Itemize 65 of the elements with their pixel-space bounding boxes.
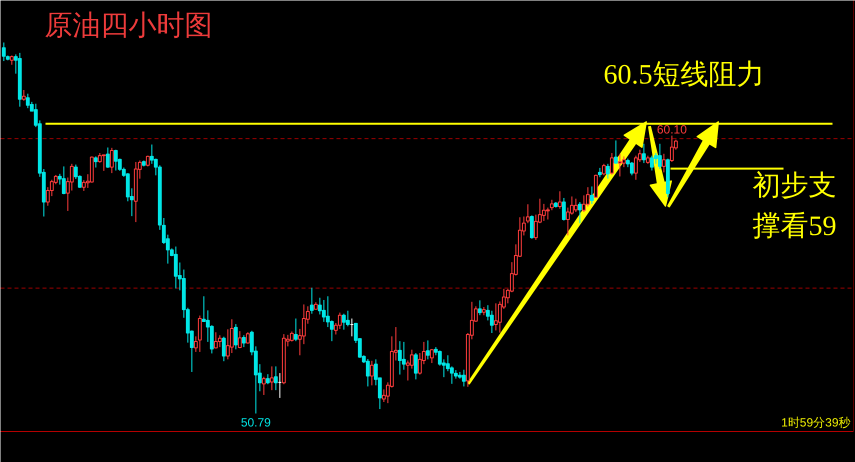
candlestick <box>478 300 482 316</box>
candlestick <box>238 330 242 349</box>
candlestick <box>222 336 226 362</box>
candlestick <box>346 310 350 327</box>
candlestick <box>610 152 614 176</box>
candlestick <box>2 42 6 62</box>
candlestick <box>370 360 374 386</box>
candlestick <box>234 324 238 350</box>
candlestick <box>310 287 314 314</box>
candlestick <box>578 202 582 224</box>
candlestick <box>598 167 602 178</box>
candlestick <box>26 93 30 109</box>
candlestick <box>618 153 622 177</box>
candlestick <box>10 54 14 66</box>
candlestick <box>290 331 294 342</box>
chart-title: 原油四小时图 <box>44 10 212 42</box>
candlestick <box>670 135 674 162</box>
candlestick <box>590 186 594 204</box>
candlestick <box>494 302 498 331</box>
annotation: 60.10 <box>656 122 688 137</box>
ref-line-label: 60.5短线阻力 <box>604 60 764 90</box>
candlestick <box>658 143 662 170</box>
candlestick <box>606 163 610 180</box>
candlestick <box>214 332 218 350</box>
candlestick <box>62 166 66 195</box>
candlestick <box>366 358 370 387</box>
candlestick <box>662 153 666 173</box>
candlestick <box>274 366 278 391</box>
candlestick <box>594 174 598 198</box>
candlestick <box>426 340 430 360</box>
candlestick <box>398 340 402 376</box>
candlestick <box>174 246 178 289</box>
candlestick <box>342 313 346 330</box>
candlestick <box>294 318 298 342</box>
candlestick <box>218 334 222 348</box>
candlestick <box>530 214 534 240</box>
candlestick <box>402 341 406 370</box>
candlestick <box>546 207 550 220</box>
candlestick <box>642 143 646 164</box>
candlestick <box>630 161 634 176</box>
candlestick <box>246 332 250 344</box>
candlestick <box>146 155 150 167</box>
candlestick <box>242 334 246 348</box>
candlestick <box>650 155 654 171</box>
candlestick <box>198 315 202 352</box>
candlestick <box>102 154 106 172</box>
text: 1时59分39秒 <box>781 416 851 430</box>
ref-line-label: 初步支撑看59 <box>752 170 836 242</box>
candlestick <box>614 140 618 164</box>
candlestick <box>558 190 562 210</box>
candlestick <box>114 149 118 171</box>
candlestick <box>602 163 606 176</box>
annotation: 50.79 <box>240 416 272 430</box>
candlestick <box>574 198 578 213</box>
candlestick <box>462 369 466 387</box>
candlestick <box>22 89 26 102</box>
candlestick <box>270 366 274 391</box>
candlestick <box>562 197 566 222</box>
candlestick <box>414 352 418 380</box>
candlestick <box>110 147 114 174</box>
candlestick <box>266 374 270 385</box>
candlestick <box>94 156 98 168</box>
candlestick <box>262 376 266 396</box>
candlestick <box>430 348 434 364</box>
candlestick <box>106 146 110 168</box>
